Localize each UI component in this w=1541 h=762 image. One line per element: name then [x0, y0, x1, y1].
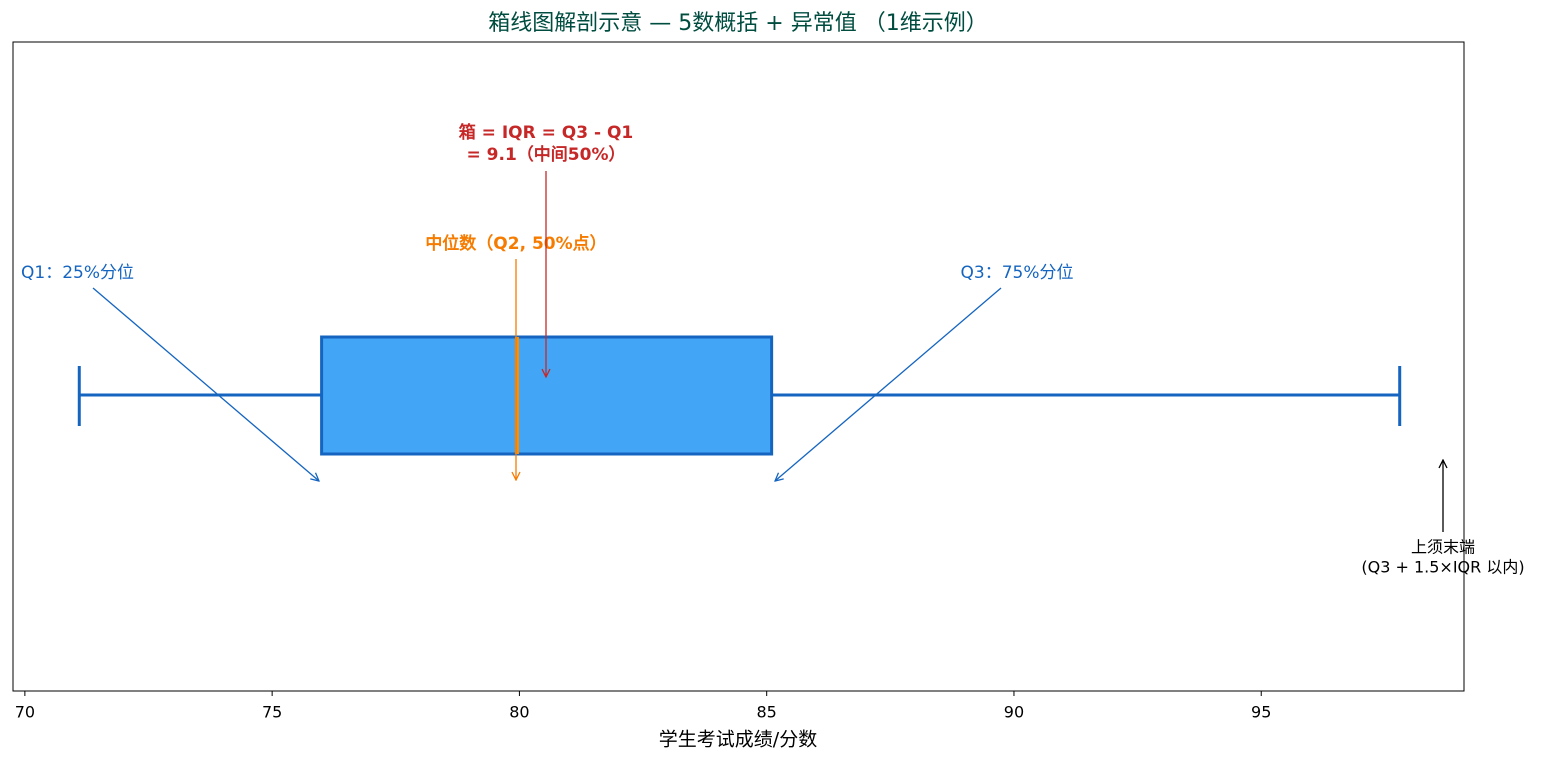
- x-tick-label: 80: [509, 703, 529, 722]
- plot-frame: [12, 41, 1465, 692]
- x-tick-label: 90: [1004, 703, 1024, 722]
- chart-title: 箱线图解剖示意 — 5数概括 + 异常值 （1维示例）: [488, 11, 987, 36]
- annotation: 中位数（Q2, 50%点）: [425, 233, 606, 254]
- x-axis-label: 学生考试成绩/分数: [659, 729, 817, 751]
- x-tick-label: 95: [1251, 703, 1271, 722]
- x-tick-label: 70: [15, 703, 35, 722]
- annotation: = 9.1（中间50%）: [467, 144, 626, 165]
- annotations: Q1：25%分位 Q3：75%分位 中位数（Q2, 50%点） 箱 = IQR …: [21, 122, 1525, 577]
- annotation: 箱 = IQR = Q3 - Q1: [459, 122, 633, 143]
- box-plot: [77, 335, 1402, 456]
- annotation: (Q3 + 1.5×IQR 以内): [1361, 558, 1524, 577]
- annotation: Q1：25%分位: [21, 263, 134, 283]
- x-tick-label: 75: [262, 703, 282, 722]
- annotation: Q3：75%分位: [961, 263, 1074, 283]
- arrow: [92, 287, 319, 481]
- arrow: [775, 287, 1002, 481]
- annotation: 上须末端: [1411, 538, 1475, 557]
- x-tick-label: 85: [757, 703, 777, 722]
